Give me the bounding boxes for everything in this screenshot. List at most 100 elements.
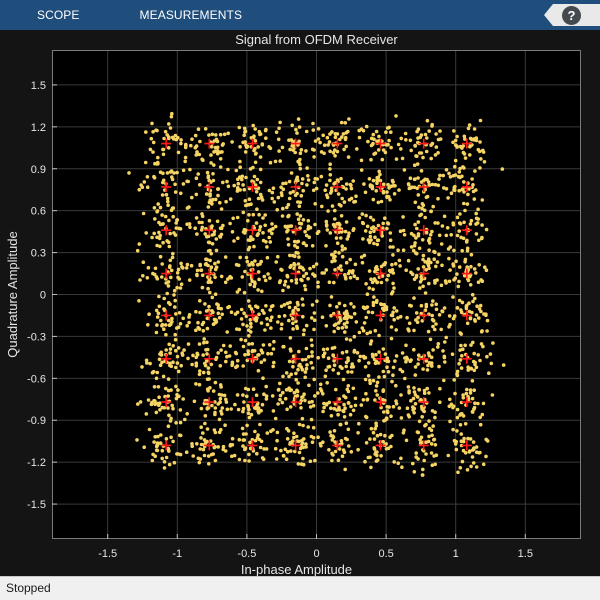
received-point	[485, 329, 489, 333]
received-point	[426, 329, 431, 334]
received-point	[151, 369, 156, 374]
reference-point	[290, 310, 301, 321]
received-point	[440, 263, 444, 268]
received-point	[169, 275, 173, 280]
reference-point	[247, 397, 258, 408]
received-point	[346, 155, 351, 159]
received-point	[421, 155, 425, 160]
received-point	[408, 176, 413, 180]
received-point	[394, 114, 398, 118]
received-point	[287, 359, 292, 364]
received-point	[453, 276, 458, 280]
received-point	[171, 439, 175, 444]
received-point	[334, 387, 338, 392]
received-point	[448, 268, 452, 272]
received-point	[390, 313, 395, 318]
received-point	[167, 218, 171, 223]
received-point	[246, 247, 251, 252]
received-point	[366, 310, 371, 314]
received-point	[166, 203, 170, 207]
received-point	[312, 377, 317, 382]
received-point	[305, 183, 309, 187]
received-point	[376, 200, 381, 205]
received-point	[352, 200, 356, 204]
tab-measurements[interactable]: MEASUREMENTS	[139, 8, 243, 22]
reference-point	[332, 353, 343, 364]
received-point	[251, 212, 256, 217]
received-point	[407, 328, 411, 333]
received-point	[235, 393, 240, 397]
received-point	[316, 435, 320, 440]
received-point	[476, 280, 481, 284]
received-point	[465, 387, 469, 392]
received-point	[270, 222, 274, 226]
received-point	[430, 303, 434, 307]
received-point	[398, 367, 403, 372]
received-point	[327, 400, 332, 405]
tab-scope[interactable]: SCOPE	[37, 8, 80, 22]
received-point	[294, 371, 298, 376]
received-point	[161, 240, 165, 245]
received-point	[212, 163, 216, 167]
received-point	[294, 281, 299, 285]
received-point	[332, 345, 337, 350]
received-point	[241, 444, 245, 448]
received-point	[284, 181, 288, 185]
reference-point	[332, 397, 343, 408]
received-point	[423, 260, 427, 264]
received-point	[472, 137, 476, 141]
received-point	[461, 396, 466, 400]
received-point	[338, 364, 343, 369]
reference-point	[290, 225, 301, 236]
received-point	[444, 335, 449, 340]
received-point	[362, 321, 367, 325]
received-point	[315, 231, 320, 235]
received-point	[296, 117, 301, 121]
reference-point	[375, 268, 386, 279]
received-point	[366, 374, 371, 378]
received-point	[246, 403, 250, 408]
reference-point	[375, 310, 386, 321]
received-point	[297, 204, 302, 208]
x-tick-label: 0	[313, 548, 319, 560]
received-point	[345, 237, 350, 241]
received-point	[278, 397, 282, 402]
received-point	[441, 349, 445, 353]
received-point	[426, 363, 430, 368]
received-point	[168, 419, 173, 423]
received-point	[147, 312, 151, 317]
received-point	[370, 184, 374, 188]
received-point	[402, 168, 407, 172]
received-point	[391, 271, 396, 275]
received-point	[313, 202, 318, 206]
received-point	[458, 466, 463, 470]
received-point	[425, 177, 429, 182]
reference-point	[290, 138, 301, 149]
received-point	[361, 221, 366, 226]
received-point	[236, 181, 241, 186]
received-point	[298, 214, 303, 218]
received-point	[158, 363, 163, 368]
received-point	[236, 407, 241, 412]
received-point	[344, 220, 349, 224]
received-point	[221, 447, 225, 452]
help-button[interactable]: ?	[562, 6, 581, 25]
received-point	[235, 364, 240, 368]
received-point	[429, 260, 433, 265]
received-point	[199, 436, 203, 440]
received-point	[230, 140, 234, 144]
received-point	[328, 303, 332, 308]
received-point	[373, 328, 378, 333]
received-point	[223, 255, 228, 259]
received-point	[432, 257, 437, 261]
received-point	[276, 320, 280, 324]
received-point	[241, 210, 246, 215]
received-point	[244, 175, 248, 180]
received-point	[270, 231, 274, 236]
received-point	[421, 253, 426, 258]
received-point	[205, 427, 210, 431]
received-point	[152, 206, 157, 210]
received-point	[427, 129, 432, 133]
received-point	[217, 417, 222, 422]
received-point	[405, 406, 410, 411]
